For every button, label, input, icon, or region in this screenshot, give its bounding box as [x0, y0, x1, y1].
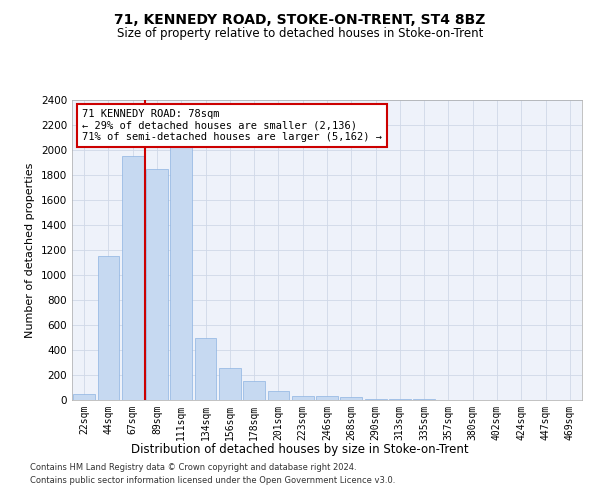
Y-axis label: Number of detached properties: Number of detached properties: [25, 162, 35, 338]
Bar: [122, 156, 143, 400]
Bar: [170, 138, 192, 400]
Text: 71 KENNEDY ROAD: 78sqm
← 29% of detached houses are smaller (2,136)
71% of semi-: 71 KENNEDY ROAD: 78sqm ← 29% of detached…: [82, 109, 382, 142]
Text: Size of property relative to detached houses in Stoke-on-Trent: Size of property relative to detached ho…: [117, 28, 483, 40]
Bar: [219, 368, 241, 400]
Bar: [292, 396, 314, 400]
Text: 71, KENNEDY ROAD, STOKE-ON-TRENT, ST4 8BZ: 71, KENNEDY ROAD, STOKE-ON-TRENT, ST4 8B…: [115, 12, 485, 26]
Bar: [316, 396, 338, 400]
Text: Distribution of detached houses by size in Stoke-on-Trent: Distribution of detached houses by size …: [131, 442, 469, 456]
Bar: [146, 169, 168, 400]
Text: Contains HM Land Registry data © Crown copyright and database right 2024.: Contains HM Land Registry data © Crown c…: [30, 464, 356, 472]
Bar: [340, 397, 362, 400]
Bar: [389, 399, 411, 400]
Bar: [243, 381, 265, 400]
Bar: [73, 394, 95, 400]
Bar: [194, 338, 217, 400]
Bar: [365, 399, 386, 400]
Bar: [268, 391, 289, 400]
Text: Contains public sector information licensed under the Open Government Licence v3: Contains public sector information licen…: [30, 476, 395, 485]
Bar: [97, 256, 119, 400]
